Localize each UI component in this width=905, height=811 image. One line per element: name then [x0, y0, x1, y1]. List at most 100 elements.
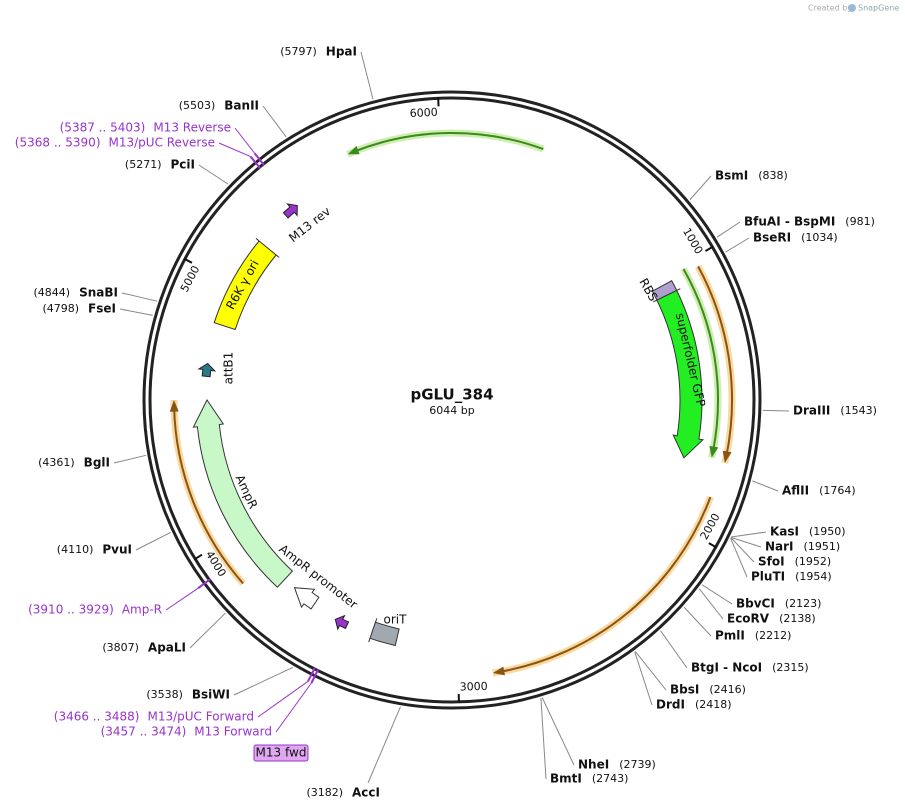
primer-leader — [257, 680, 309, 718]
site-leader — [725, 237, 750, 253]
site-position: (1951) — [804, 540, 841, 553]
site-leader — [730, 537, 755, 563]
site-name: NarI — [765, 540, 794, 554]
feature-arc-head — [709, 445, 719, 458]
site-name: SnaBI — [79, 286, 118, 300]
site-leader — [683, 606, 712, 637]
plasmid-length: 6044 bp — [429, 404, 474, 417]
site-leader — [233, 666, 294, 696]
site-position: (2418) — [695, 698, 732, 711]
site-position: (4844) — [34, 286, 71, 299]
site-leader — [262, 105, 287, 138]
site-name: EcoRV — [727, 612, 770, 626]
primer-name: M13 Forward — [194, 725, 272, 739]
site-name: AccI — [352, 786, 380, 800]
site-name: BglI — [84, 456, 110, 470]
site-name: PciI — [171, 158, 196, 172]
primer-name: M13/pUC Reverse — [109, 136, 216, 150]
feature-arc-head — [722, 450, 732, 463]
backbone-inner — [148, 96, 756, 704]
feature-m13rev — [282, 203, 298, 219]
site-position: (981) — [845, 215, 875, 228]
plasmid-name: pGLU_384 — [410, 386, 493, 404]
site-position: (2739) — [619, 758, 656, 771]
feature-gfp — [656, 289, 704, 459]
site-leader — [634, 650, 667, 691]
primer-leader — [275, 682, 312, 733]
tick-label: 3000 — [459, 680, 487, 694]
site-leader — [198, 164, 229, 185]
site-name: BbvCI — [736, 597, 775, 611]
site-position: (838) — [758, 169, 788, 182]
site-position: (2315) — [772, 661, 809, 674]
site-name: BsmI — [715, 169, 748, 183]
site-name: BsiWI — [192, 688, 230, 702]
primer-mark — [310, 669, 319, 684]
site-name: BanII — [224, 99, 259, 113]
primer-leader — [165, 587, 199, 611]
feature-label: AmpR promoter — [276, 542, 360, 612]
site-position: (1764) — [819, 484, 856, 497]
feature-attb1 — [197, 362, 217, 378]
site-name: HpaI — [326, 45, 357, 59]
site-position: (4798) — [42, 302, 79, 315]
brand-icon — [848, 4, 856, 12]
feature-r6k — [213, 238, 280, 331]
site-position: (1952) — [795, 555, 832, 568]
tick-mark — [193, 553, 203, 561]
primer-name: Amp-R — [122, 603, 162, 617]
site-leader — [634, 651, 653, 706]
primer-name: M13 Reverse — [153, 121, 231, 135]
feature-m13fwd — [334, 614, 350, 631]
primer-position: (5387 .. 5403) — [60, 121, 146, 135]
site-name: BseRI — [753, 231, 791, 245]
site-leader — [660, 630, 688, 669]
site-position: (1034) — [801, 231, 838, 244]
site-position: (2212) — [755, 629, 792, 642]
feature-arc — [499, 496, 712, 673]
feature-label: M13 fwd — [256, 746, 307, 760]
site-leader — [367, 706, 401, 784]
tick-mark — [704, 245, 714, 252]
site-position: (2416) — [709, 683, 746, 696]
site-position: (2123) — [785, 597, 822, 610]
site-leader — [113, 454, 147, 464]
site-leader — [731, 531, 767, 538]
feature-rbs — [651, 280, 681, 303]
site-name: KasI — [770, 525, 799, 539]
feature-arc — [353, 132, 544, 153]
feature-orit — [368, 618, 400, 647]
site-name: SfoI — [758, 555, 785, 569]
feature-ampr-promoter — [293, 587, 320, 610]
site-leader — [541, 697, 575, 766]
backbone-outer — [142, 90, 762, 710]
primer-mark — [253, 152, 265, 166]
credit: Created by — [808, 4, 852, 13]
site-name: PvuI — [102, 543, 132, 557]
feature-arc — [682, 268, 719, 451]
site-name: DraIII — [793, 404, 830, 418]
site-leader — [730, 536, 762, 548]
site-leader — [689, 175, 712, 201]
tick-label: 6000 — [409, 106, 438, 120]
site-name: BtgI - NcoI — [691, 661, 762, 675]
site-position: (1950) — [809, 525, 846, 538]
site-position: (1954) — [795, 570, 832, 583]
primer-position: (3457 .. 3474) — [101, 725, 187, 739]
feature-label: attB1 — [222, 352, 236, 385]
site-leader — [189, 612, 226, 649]
site-name: FseI — [88, 302, 116, 316]
primer-position: (3466 .. 3488) — [54, 710, 140, 724]
site-name: DrdI — [656, 698, 685, 712]
tick-mark — [183, 257, 193, 264]
feature-ampr — [192, 399, 294, 588]
feature-arc-head — [169, 400, 179, 412]
site-position: (3807) — [102, 641, 139, 654]
site-leader — [360, 51, 374, 100]
primer-mark — [249, 155, 261, 169]
primer-leader — [234, 127, 256, 154]
brand: SnapGene — [858, 4, 899, 13]
primer-position: (5368 .. 5390) — [15, 136, 101, 150]
